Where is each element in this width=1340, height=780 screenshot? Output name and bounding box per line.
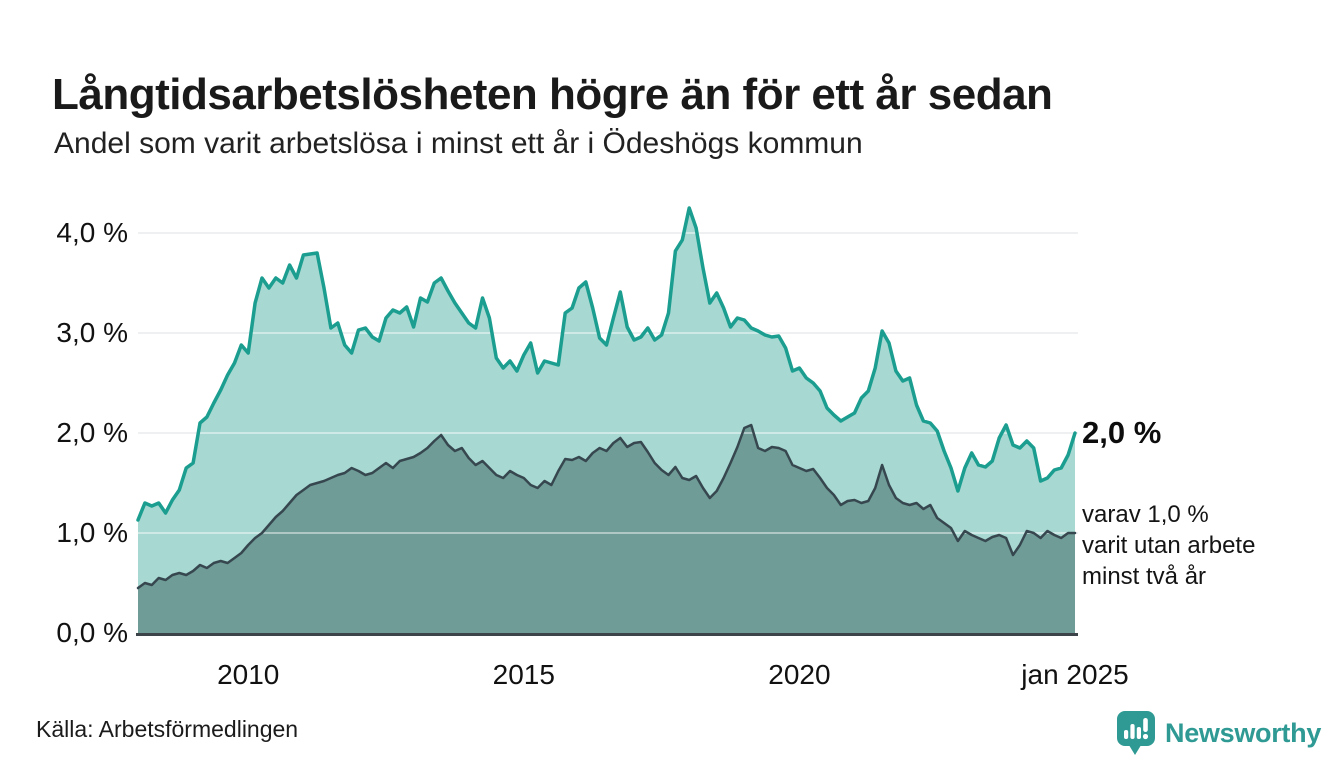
x-tick-label: 2015: [492, 659, 555, 690]
total-line: [136, 206, 1077, 522]
y-tick-label: 3,0 %: [56, 317, 128, 348]
breakdown-line: varav 1,0 %: [1082, 501, 1209, 528]
breakdown-line: varit utan arbete: [1082, 532, 1256, 559]
breakdown-line: minst två år: [1082, 563, 1207, 590]
y-tick-label: 0,0 %: [56, 617, 128, 648]
page-title: Långtidsarbetslösheten högre än för ett …: [52, 70, 1053, 120]
two-year-line: [136, 423, 1077, 590]
latest-value-label: 2,0 %: [1082, 415, 1162, 450]
speech-bubble-bar-chart-icon: [1117, 711, 1155, 755]
breakdown-annotation: varav 1,0 % varit utan arbete minst två …: [1082, 499, 1332, 592]
x-tick-label: jan 2025: [1021, 659, 1129, 690]
newsworthy-logo: Newsworthy: [1116, 710, 1321, 757]
chart-subtitle: Andel som varit arbetslösa i minst ett å…: [54, 127, 863, 160]
logo-wordmark: Newsworthy: [1165, 718, 1322, 748]
y-tick-label: 4,0 %: [56, 217, 128, 248]
source-label: Källa: Arbetsförmedlingen: [36, 716, 299, 742]
x-tick-label: 2020: [768, 659, 831, 690]
y-tick-label: 1,0 %: [56, 517, 128, 548]
x-tick-label: 2010: [217, 659, 280, 690]
y-tick-label: 2,0 %: [56, 417, 128, 448]
two-year-area-fill: [138, 425, 1075, 633]
